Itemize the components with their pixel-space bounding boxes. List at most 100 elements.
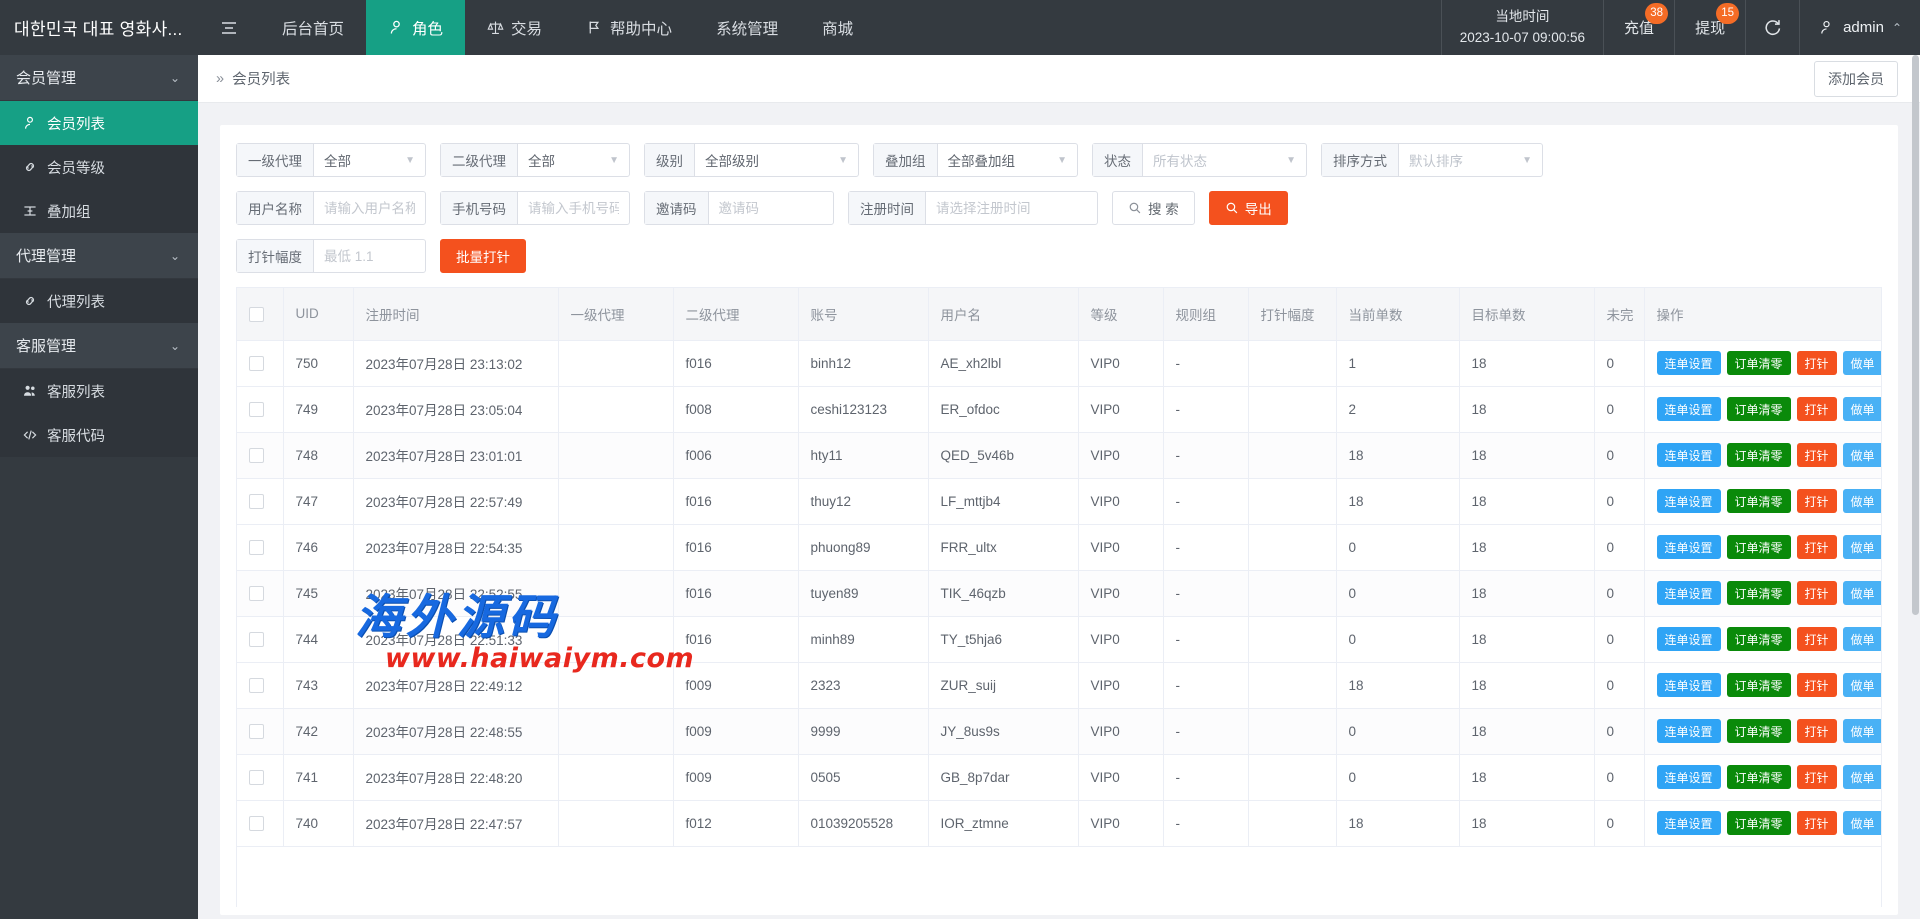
- batch-needle-button[interactable]: 批量打针: [440, 239, 526, 273]
- row-checkbox[interactable]: [249, 677, 264, 693]
- sidebar-collapse-icon[interactable]: [198, 0, 260, 55]
- row-action-lianshan[interactable]: 连单设置: [1656, 581, 1721, 605]
- row-select-cell[interactable]: [237, 386, 284, 433]
- sidebar-item-member-list[interactable]: 会员列表: [0, 101, 198, 145]
- sidebar-group-member[interactable]: 会员管理 ⌄: [0, 55, 198, 101]
- row-checkbox[interactable]: [249, 401, 264, 417]
- filter-phone[interactable]: 手机号码: [440, 191, 630, 225]
- filter-level-select[interactable]: 全部级别 ▼: [695, 144, 858, 176]
- nav-item-home[interactable]: 后台首页: [260, 0, 366, 55]
- row-action-needle[interactable]: 打针: [1796, 443, 1837, 467]
- filter-overlay-group[interactable]: 叠加组 全部叠加组 ▼: [873, 143, 1078, 177]
- sidebar-item-service-code[interactable]: 客服代码: [0, 413, 198, 457]
- filter-needle-amplitude-input[interactable]: [314, 240, 425, 272]
- filter-reg-time-input[interactable]: [926, 192, 1097, 224]
- row-select-cell[interactable]: [237, 616, 284, 663]
- add-member-button[interactable]: 添加会员: [1814, 60, 1898, 97]
- select-all-header[interactable]: [237, 288, 284, 341]
- withdraw-button[interactable]: 提现 15: [1675, 0, 1747, 55]
- row-select-cell[interactable]: [237, 432, 284, 479]
- row-select-cell[interactable]: [237, 754, 284, 801]
- filter-agent2[interactable]: 二级代理 全部 ▼: [440, 143, 630, 177]
- row-action-lianshan[interactable]: 连单设置: [1656, 673, 1721, 697]
- row-checkbox[interactable]: [249, 631, 264, 647]
- row-action-make-order[interactable]: 做单: [1842, 443, 1881, 467]
- row-action-lianshan[interactable]: 连单设置: [1656, 719, 1721, 743]
- row-action-make-order[interactable]: 做单: [1842, 535, 1881, 559]
- filter-agent1-select[interactable]: 全部 ▼: [314, 144, 425, 176]
- row-action-clear-orders[interactable]: 订单清零: [1726, 443, 1791, 467]
- row-action-needle[interactable]: 打针: [1796, 581, 1837, 605]
- row-action-lianshan[interactable]: 连单设置: [1656, 811, 1721, 835]
- row-action-needle[interactable]: 打针: [1796, 719, 1837, 743]
- filter-agent2-select[interactable]: 全部 ▼: [518, 144, 629, 176]
- row-action-make-order[interactable]: 做单: [1842, 397, 1881, 421]
- row-action-lianshan[interactable]: 连单设置: [1656, 535, 1721, 559]
- row-action-make-order[interactable]: 做单: [1842, 489, 1881, 513]
- sidebar-item-member-level[interactable]: 会员等级: [0, 145, 198, 189]
- row-action-make-order[interactable]: 做单: [1842, 673, 1881, 697]
- row-action-lianshan[interactable]: 连单设置: [1656, 489, 1721, 513]
- filter-invite-code-input[interactable]: [708, 192, 833, 224]
- row-action-lianshan[interactable]: 连单设置: [1656, 627, 1721, 651]
- row-action-clear-orders[interactable]: 订单清零: [1726, 673, 1791, 697]
- row-action-needle[interactable]: 打针: [1796, 397, 1837, 421]
- row-action-make-order[interactable]: 做单: [1842, 351, 1881, 375]
- row-action-lianshan[interactable]: 连单设置: [1656, 351, 1721, 375]
- row-action-make-order[interactable]: 做单: [1842, 765, 1881, 789]
- row-checkbox[interactable]: [249, 447, 264, 463]
- row-action-clear-orders[interactable]: 订单清零: [1726, 535, 1791, 559]
- row-action-needle[interactable]: 打针: [1796, 673, 1837, 697]
- row-action-clear-orders[interactable]: 订单清零: [1726, 627, 1791, 651]
- user-menu[interactable]: admin ⌃: [1800, 0, 1920, 55]
- sidebar-item-agent-list[interactable]: 代理列表: [0, 279, 198, 323]
- row-action-needle[interactable]: 打针: [1796, 489, 1837, 513]
- nav-item-trade[interactable]: 交易: [465, 0, 564, 55]
- refresh-icon[interactable]: [1746, 0, 1801, 55]
- filter-overlay-group-select[interactable]: 全部叠加组 ▼: [938, 144, 1078, 176]
- sidebar-group-service[interactable]: 客服管理 ⌄: [0, 323, 198, 369]
- row-action-clear-orders[interactable]: 订单清零: [1726, 811, 1791, 835]
- row-action-needle[interactable]: 打针: [1796, 535, 1837, 559]
- row-action-clear-orders[interactable]: 订单清零: [1726, 489, 1791, 513]
- sidebar-group-agent[interactable]: 代理管理 ⌄: [0, 233, 198, 279]
- search-button[interactable]: 搜 索: [1112, 191, 1195, 225]
- row-checkbox[interactable]: [249, 493, 264, 509]
- filter-level[interactable]: 级别 全部级别 ▼: [644, 143, 859, 177]
- recharge-button[interactable]: 充值 38: [1604, 0, 1676, 55]
- row-action-lianshan[interactable]: 连单设置: [1656, 765, 1721, 789]
- row-action-clear-orders[interactable]: 订单清零: [1726, 397, 1791, 421]
- page-scrollbar-thumb[interactable]: [1912, 55, 1919, 615]
- filter-sort-select[interactable]: 默认排序 ▼: [1399, 144, 1542, 176]
- row-select-cell[interactable]: [237, 524, 284, 571]
- nav-item-system[interactable]: 系统管理: [694, 0, 800, 55]
- row-checkbox[interactable]: [249, 585, 264, 601]
- row-select-cell[interactable]: [237, 662, 284, 709]
- filter-invite-code[interactable]: 邀请码: [644, 191, 834, 225]
- row-select-cell[interactable]: [237, 800, 284, 847]
- row-action-clear-orders[interactable]: 订单清零: [1726, 351, 1791, 375]
- row-checkbox[interactable]: [249, 539, 264, 555]
- filter-sort[interactable]: 排序方式 默认排序 ▼: [1321, 143, 1543, 177]
- row-action-make-order[interactable]: 做单: [1842, 581, 1881, 605]
- row-select-cell[interactable]: [237, 478, 284, 525]
- filter-phone-input[interactable]: [518, 192, 629, 224]
- filter-status-select[interactable]: 所有状态 ▼: [1143, 144, 1306, 176]
- row-action-make-order[interactable]: 做单: [1842, 719, 1881, 743]
- row-action-needle[interactable]: 打针: [1796, 351, 1837, 375]
- nav-item-shop[interactable]: 商城: [800, 0, 875, 55]
- filter-username[interactable]: 用户名称: [236, 191, 426, 225]
- row-action-make-order[interactable]: 做单: [1842, 811, 1881, 835]
- row-checkbox[interactable]: [249, 815, 264, 831]
- row-action-make-order[interactable]: 做单: [1842, 627, 1881, 651]
- filter-needle-amplitude[interactable]: 打针幅度: [236, 239, 426, 273]
- row-action-lianshan[interactable]: 连单设置: [1656, 443, 1721, 467]
- row-checkbox[interactable]: [249, 355, 264, 371]
- nav-item-help[interactable]: 帮助中心: [564, 0, 694, 55]
- row-select-cell[interactable]: [237, 570, 284, 617]
- sidebar-item-overlay-group[interactable]: 叠加组: [0, 189, 198, 233]
- filter-agent1[interactable]: 一级代理 全部 ▼: [236, 143, 426, 177]
- row-checkbox[interactable]: [249, 769, 264, 785]
- row-checkbox[interactable]: [249, 723, 264, 739]
- row-action-needle[interactable]: 打针: [1796, 811, 1837, 835]
